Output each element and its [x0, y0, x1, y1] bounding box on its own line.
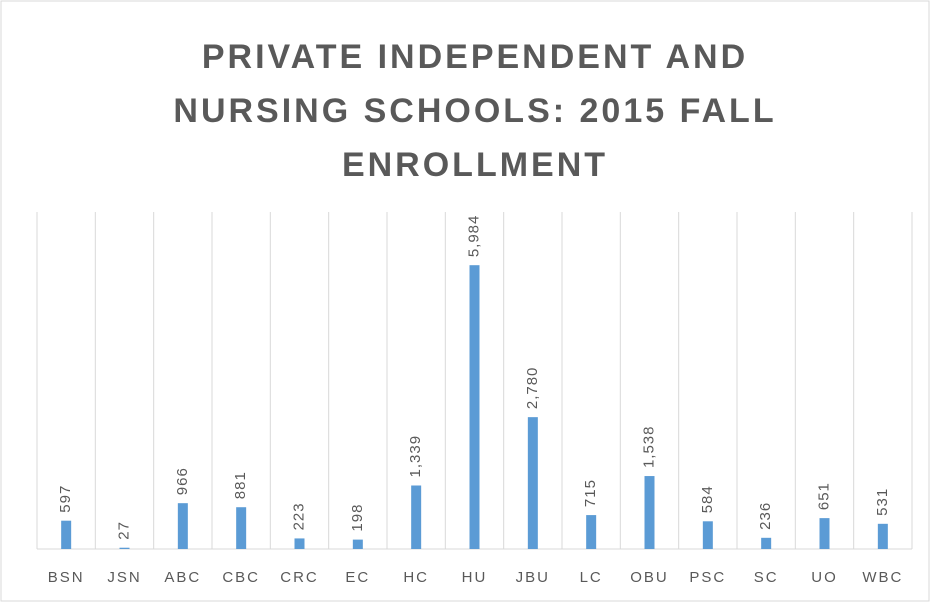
x-tick-label: JBU [516, 569, 550, 586]
data-label: 5,984 [465, 215, 482, 258]
x-tick-label: ABC [164, 569, 201, 586]
data-label: 2,780 [524, 367, 541, 410]
bar [469, 265, 480, 549]
bar [527, 417, 538, 549]
bar [177, 503, 188, 549]
bar [294, 538, 305, 549]
data-label: 597 [57, 485, 74, 513]
x-tick-label: HC [403, 569, 429, 586]
bar [702, 521, 713, 549]
bar [877, 523, 888, 549]
data-label: 531 [874, 488, 891, 516]
data-label: 198 [349, 504, 366, 532]
x-tick-label: CRC [280, 569, 319, 586]
data-label: 1,538 [640, 426, 657, 469]
data-label: 881 [232, 471, 249, 499]
x-tick-label: SC [754, 569, 779, 586]
data-label: 584 [699, 485, 716, 513]
data-label: 966 [174, 467, 191, 495]
bar [411, 485, 422, 549]
x-tick-label: JSN [107, 569, 141, 586]
bar [761, 537, 772, 549]
x-tick-label: UO [811, 569, 838, 586]
chart-title: PRIVATE INDEPENDENT AND NURSING SCHOOLS:… [173, 38, 777, 184]
bar [236, 507, 247, 549]
x-tick-label: EC [345, 569, 370, 586]
x-tick-label: PSC [689, 569, 726, 586]
bar [352, 539, 363, 549]
x-tick-label: LC [580, 569, 603, 586]
data-label: 1,339 [407, 435, 424, 478]
data-label: 651 [815, 482, 832, 510]
bar [61, 520, 72, 549]
bar [819, 518, 830, 549]
bar [586, 515, 597, 549]
data-label: 236 [757, 502, 774, 530]
x-tick-label: WBC [862, 569, 903, 586]
data-label: 223 [290, 502, 307, 530]
x-tick-label: OBU [630, 569, 669, 586]
x-tick-label: BSN [48, 569, 85, 586]
data-label: 27 [115, 521, 132, 540]
bar [644, 476, 655, 549]
bar [119, 547, 130, 549]
x-tick-label: HU [462, 569, 488, 586]
x-tick-label: CBC [222, 569, 260, 586]
data-label: 715 [582, 479, 599, 507]
